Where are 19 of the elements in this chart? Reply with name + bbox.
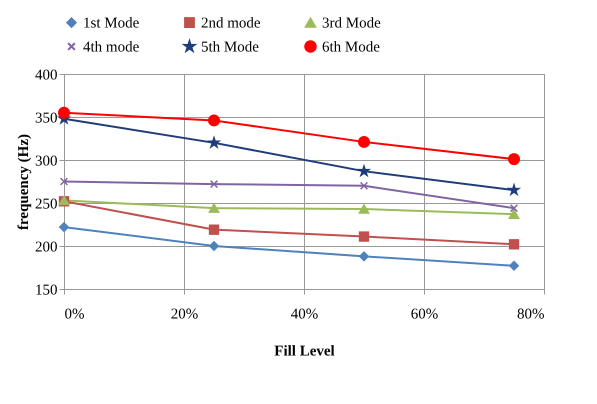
x-tick-label: 80% [517,306,544,322]
legend-label: 4th mode [83,40,140,56]
y-axis-title: frequency (Hz) [16,134,32,230]
legend-label: 6th Mode [322,40,380,56]
x-tick-label: 20% [170,306,198,322]
x-tick-label: 40% [290,306,318,322]
y-tick-label: 350 [35,110,58,126]
legend-label: 2nd mode [201,16,261,32]
legend-label: 1st Mode [83,16,140,32]
y-tick-label: 300 [35,154,58,170]
y-tick-label: 200 [35,240,58,256]
x-tick-label: 60% [410,306,438,322]
x-tick-label: 0% [64,306,84,322]
x-axis-title: Fill Level [274,344,335,360]
legend-label: 3rd Mode [322,16,382,32]
y-tick-label: 250 [35,196,58,212]
y-tick-label: 150 [35,282,58,298]
legend-label: 5th Mode [201,40,260,56]
y-tick-label: 400 [35,68,58,84]
